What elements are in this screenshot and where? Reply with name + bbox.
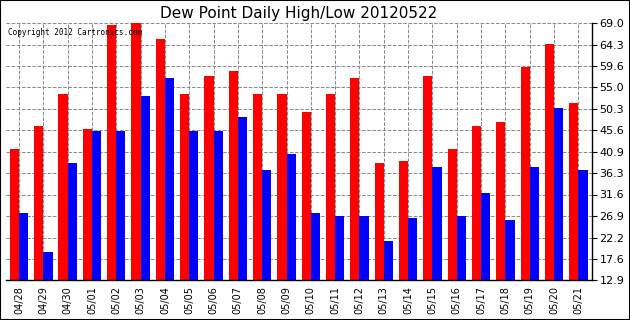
Bar [311,213,320,320]
Bar [180,94,189,320]
Bar [554,108,563,320]
Bar [253,94,262,320]
Bar [189,131,198,320]
Bar [569,103,578,320]
Bar [117,131,125,320]
Bar [107,25,117,320]
Bar [131,21,140,320]
Bar [481,193,490,320]
Bar [447,149,457,320]
Bar [34,126,43,320]
Bar [165,78,174,320]
Bar [505,220,515,320]
Bar [156,39,165,320]
Bar [375,163,384,320]
Bar [92,131,101,320]
Bar [423,76,432,320]
Bar [360,216,369,320]
Bar [496,122,505,320]
Text: Copyright 2012 Cartronics.com: Copyright 2012 Cartronics.com [8,28,142,37]
Bar [287,154,295,320]
Bar [67,163,77,320]
Bar [43,252,52,320]
Bar [229,71,238,320]
Bar [302,112,311,320]
Bar [578,170,588,320]
Bar [457,216,466,320]
Bar [277,94,287,320]
Bar [83,129,92,320]
Bar [326,94,335,320]
Bar [9,149,19,320]
Bar [335,216,345,320]
Bar [408,218,418,320]
Bar [399,161,408,320]
Bar [432,167,442,320]
Bar [262,170,272,320]
Bar [238,117,247,320]
Bar [19,213,28,320]
Bar [545,44,554,320]
Bar [140,96,150,320]
Bar [530,167,539,320]
Bar [59,94,67,320]
Bar [520,67,530,320]
Bar [204,76,214,320]
Bar [350,78,360,320]
Bar [384,241,393,320]
Bar [472,126,481,320]
Bar [214,131,223,320]
Title: Dew Point Daily High/Low 20120522: Dew Point Daily High/Low 20120522 [160,5,437,20]
